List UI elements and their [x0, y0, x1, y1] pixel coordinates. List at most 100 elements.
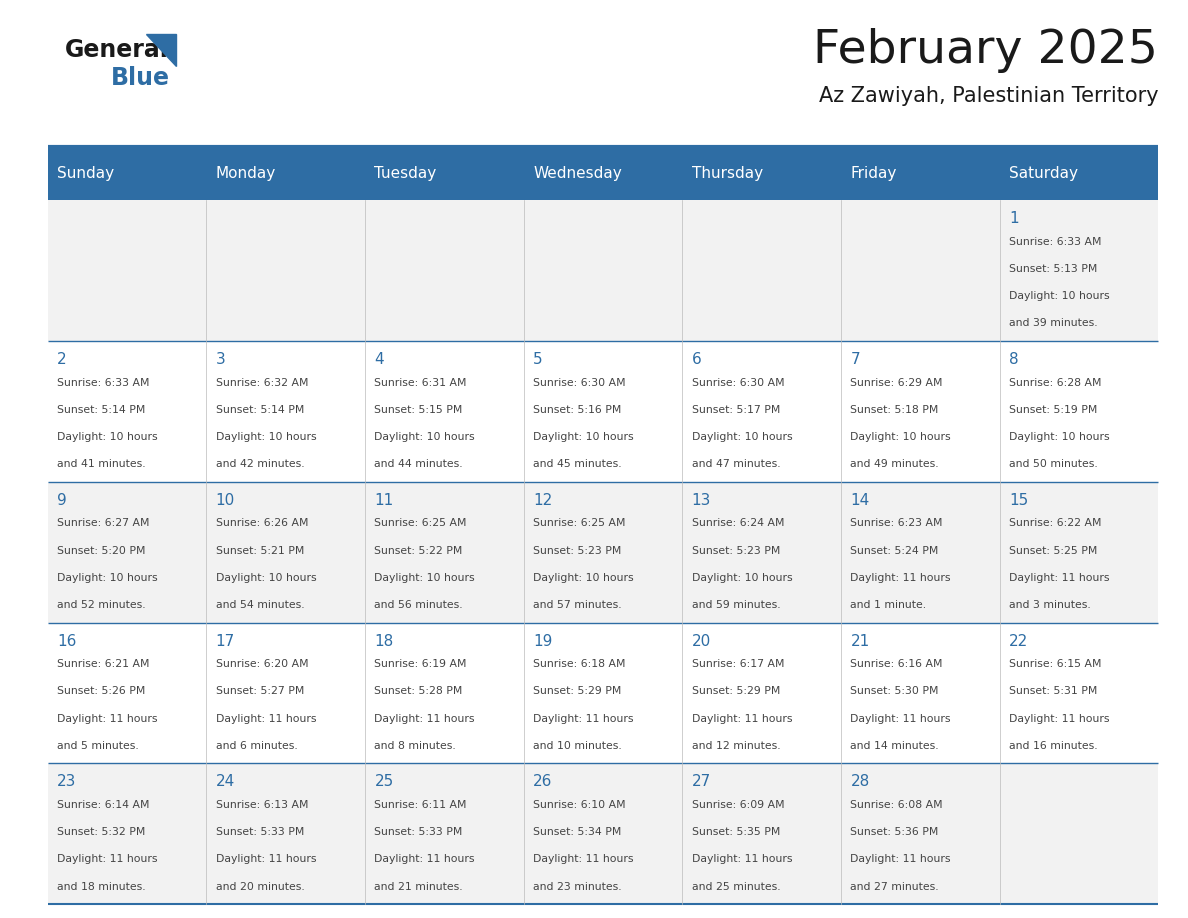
Text: Daylight: 10 hours: Daylight: 10 hours — [1009, 291, 1110, 301]
Text: Daylight: 11 hours: Daylight: 11 hours — [374, 855, 475, 865]
Text: 13: 13 — [691, 493, 712, 508]
Text: 5: 5 — [533, 352, 543, 367]
Text: Sunset: 5:13 PM: Sunset: 5:13 PM — [1009, 264, 1098, 274]
Text: and 57 minutes.: and 57 minutes. — [533, 600, 621, 610]
Text: Sunrise: 6:18 AM: Sunrise: 6:18 AM — [533, 659, 626, 669]
Text: Saturday: Saturday — [1009, 166, 1079, 181]
Text: Sunrise: 6:26 AM: Sunrise: 6:26 AM — [216, 519, 308, 529]
Text: Friday: Friday — [851, 166, 897, 181]
Text: 25: 25 — [374, 775, 393, 789]
Text: Sunrise: 6:23 AM: Sunrise: 6:23 AM — [851, 519, 943, 529]
Text: Sunset: 5:29 PM: Sunset: 5:29 PM — [691, 687, 781, 697]
Text: and 6 minutes.: and 6 minutes. — [216, 741, 297, 751]
Text: Sunset: 5:28 PM: Sunset: 5:28 PM — [374, 687, 463, 697]
Text: Sunset: 5:32 PM: Sunset: 5:32 PM — [57, 827, 145, 837]
Text: 6: 6 — [691, 352, 701, 367]
Text: Sunrise: 6:22 AM: Sunrise: 6:22 AM — [1009, 519, 1101, 529]
Text: 16: 16 — [57, 633, 76, 649]
Text: Sunset: 5:27 PM: Sunset: 5:27 PM — [216, 687, 304, 697]
Text: and 42 minutes.: and 42 minutes. — [216, 459, 304, 469]
Text: 15: 15 — [1009, 493, 1029, 508]
Text: Sunset: 5:17 PM: Sunset: 5:17 PM — [691, 405, 781, 415]
Text: 3: 3 — [216, 352, 226, 367]
Text: Daylight: 10 hours: Daylight: 10 hours — [216, 573, 316, 583]
Text: Daylight: 11 hours: Daylight: 11 hours — [851, 713, 950, 723]
Text: 8: 8 — [1009, 352, 1019, 367]
Text: Sunset: 5:15 PM: Sunset: 5:15 PM — [374, 405, 463, 415]
Text: Daylight: 10 hours: Daylight: 10 hours — [216, 432, 316, 442]
Polygon shape — [146, 34, 176, 66]
Text: Sunrise: 6:25 AM: Sunrise: 6:25 AM — [533, 519, 626, 529]
Text: and 54 minutes.: and 54 minutes. — [216, 600, 304, 610]
Text: Sunset: 5:24 PM: Sunset: 5:24 PM — [851, 545, 939, 555]
Text: Sunrise: 6:15 AM: Sunrise: 6:15 AM — [1009, 659, 1101, 669]
Text: Daylight: 11 hours: Daylight: 11 hours — [57, 855, 158, 865]
Text: Sunrise: 6:33 AM: Sunrise: 6:33 AM — [57, 377, 150, 387]
Text: 11: 11 — [374, 493, 393, 508]
Text: Sunrise: 6:13 AM: Sunrise: 6:13 AM — [216, 800, 308, 810]
Text: Sunrise: 6:21 AM: Sunrise: 6:21 AM — [57, 659, 150, 669]
Text: 27: 27 — [691, 775, 710, 789]
Text: 14: 14 — [851, 493, 870, 508]
Text: Sunrise: 6:24 AM: Sunrise: 6:24 AM — [691, 519, 784, 529]
Text: Sunset: 5:21 PM: Sunset: 5:21 PM — [216, 545, 304, 555]
Text: 22: 22 — [1009, 633, 1029, 649]
Text: 19: 19 — [533, 633, 552, 649]
Text: Sunset: 5:23 PM: Sunset: 5:23 PM — [691, 545, 781, 555]
Text: Daylight: 10 hours: Daylight: 10 hours — [57, 432, 158, 442]
Text: Sunrise: 6:08 AM: Sunrise: 6:08 AM — [851, 800, 943, 810]
Text: Daylight: 11 hours: Daylight: 11 hours — [691, 855, 792, 865]
Text: Sunrise: 6:17 AM: Sunrise: 6:17 AM — [691, 659, 784, 669]
Text: Sunrise: 6:28 AM: Sunrise: 6:28 AM — [1009, 377, 1101, 387]
Text: Sunrise: 6:30 AM: Sunrise: 6:30 AM — [533, 377, 626, 387]
Text: Daylight: 11 hours: Daylight: 11 hours — [1009, 713, 1110, 723]
Text: and 21 minutes.: and 21 minutes. — [374, 881, 463, 891]
Text: and 8 minutes.: and 8 minutes. — [374, 741, 456, 751]
Bar — [48, 482, 1158, 622]
Text: Daylight: 11 hours: Daylight: 11 hours — [57, 713, 158, 723]
Text: Sunset: 5:16 PM: Sunset: 5:16 PM — [533, 405, 621, 415]
Text: Sunrise: 6:09 AM: Sunrise: 6:09 AM — [691, 800, 784, 810]
Text: and 59 minutes.: and 59 minutes. — [691, 600, 781, 610]
Text: and 49 minutes.: and 49 minutes. — [851, 459, 939, 469]
Text: and 14 minutes.: and 14 minutes. — [851, 741, 939, 751]
Text: Wednesday: Wednesday — [533, 166, 621, 181]
Text: Daylight: 10 hours: Daylight: 10 hours — [57, 573, 158, 583]
Text: February 2025: February 2025 — [814, 28, 1158, 73]
Bar — [48, 341, 1158, 482]
Text: 21: 21 — [851, 633, 870, 649]
Bar — [48, 764, 1158, 904]
Text: Daylight: 11 hours: Daylight: 11 hours — [851, 855, 950, 865]
Text: 7: 7 — [851, 352, 860, 367]
Text: Sunset: 5:25 PM: Sunset: 5:25 PM — [1009, 545, 1098, 555]
Text: and 5 minutes.: and 5 minutes. — [57, 741, 139, 751]
Text: 10: 10 — [216, 493, 235, 508]
Bar — [48, 200, 1158, 341]
Text: Sunset: 5:35 PM: Sunset: 5:35 PM — [691, 827, 781, 837]
Text: and 10 minutes.: and 10 minutes. — [533, 741, 621, 751]
Text: and 3 minutes.: and 3 minutes. — [1009, 600, 1091, 610]
Text: Tuesday: Tuesday — [374, 166, 437, 181]
Text: Sunset: 5:34 PM: Sunset: 5:34 PM — [533, 827, 621, 837]
Text: and 50 minutes.: and 50 minutes. — [1009, 459, 1098, 469]
Text: Daylight: 10 hours: Daylight: 10 hours — [851, 432, 952, 442]
Text: Sunset: 5:22 PM: Sunset: 5:22 PM — [374, 545, 463, 555]
Text: Thursday: Thursday — [691, 166, 763, 181]
Text: General: General — [65, 39, 169, 62]
Text: Sunset: 5:26 PM: Sunset: 5:26 PM — [57, 687, 145, 697]
Text: 28: 28 — [851, 775, 870, 789]
Text: Sunset: 5:19 PM: Sunset: 5:19 PM — [1009, 405, 1098, 415]
Text: Sunrise: 6:16 AM: Sunrise: 6:16 AM — [851, 659, 943, 669]
Text: Sunrise: 6:20 AM: Sunrise: 6:20 AM — [216, 659, 309, 669]
Text: Sunset: 5:14 PM: Sunset: 5:14 PM — [216, 405, 304, 415]
Text: and 56 minutes.: and 56 minutes. — [374, 600, 463, 610]
Text: and 12 minutes.: and 12 minutes. — [691, 741, 781, 751]
Text: Daylight: 10 hours: Daylight: 10 hours — [691, 432, 792, 442]
Text: 20: 20 — [691, 633, 710, 649]
Text: Daylight: 10 hours: Daylight: 10 hours — [374, 432, 475, 442]
Text: Sunset: 5:31 PM: Sunset: 5:31 PM — [1009, 687, 1098, 697]
Text: Sunset: 5:33 PM: Sunset: 5:33 PM — [216, 827, 304, 837]
Text: and 25 minutes.: and 25 minutes. — [691, 881, 781, 891]
Text: Daylight: 10 hours: Daylight: 10 hours — [533, 432, 633, 442]
Text: 1: 1 — [1009, 211, 1019, 226]
